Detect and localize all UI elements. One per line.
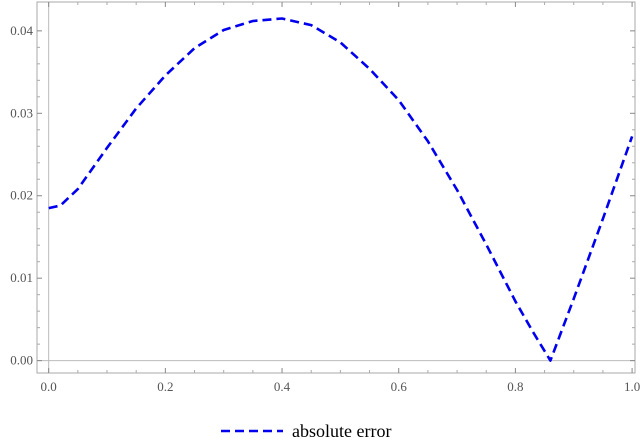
series-line-absolute-error	[48, 17, 634, 362]
x-tick-label: 0.0	[41, 379, 57, 394]
x-tick-label: 1.0	[624, 379, 640, 394]
x-tick-label: 0.4	[274, 379, 291, 394]
x-axis-ticks: 0.0 0.2 0.4 0.6 0.8 1.0	[41, 2, 640, 394]
series-layer	[48, 17, 634, 362]
y-axis-ticks: 0.00 0.01 0.02 0.03 0.04	[10, 23, 635, 368]
y-tick-label: 0.03	[10, 105, 33, 120]
axes	[36, 1, 636, 374]
legend-label-absolute-error: absolute error	[292, 421, 391, 441]
y-tick-label: 0.02	[10, 188, 33, 203]
x-tick-label: 0.2	[157, 379, 173, 394]
legend: absolute error	[221, 421, 391, 441]
y-tick-label: 0.01	[10, 270, 33, 285]
y-tick-label: 0.04	[10, 23, 33, 38]
y-tick-label: 0.00	[10, 353, 33, 368]
plot-frame	[36, 1, 636, 374]
x-tick-label: 0.6	[391, 379, 408, 394]
x-tick-label: 0.8	[507, 379, 523, 394]
